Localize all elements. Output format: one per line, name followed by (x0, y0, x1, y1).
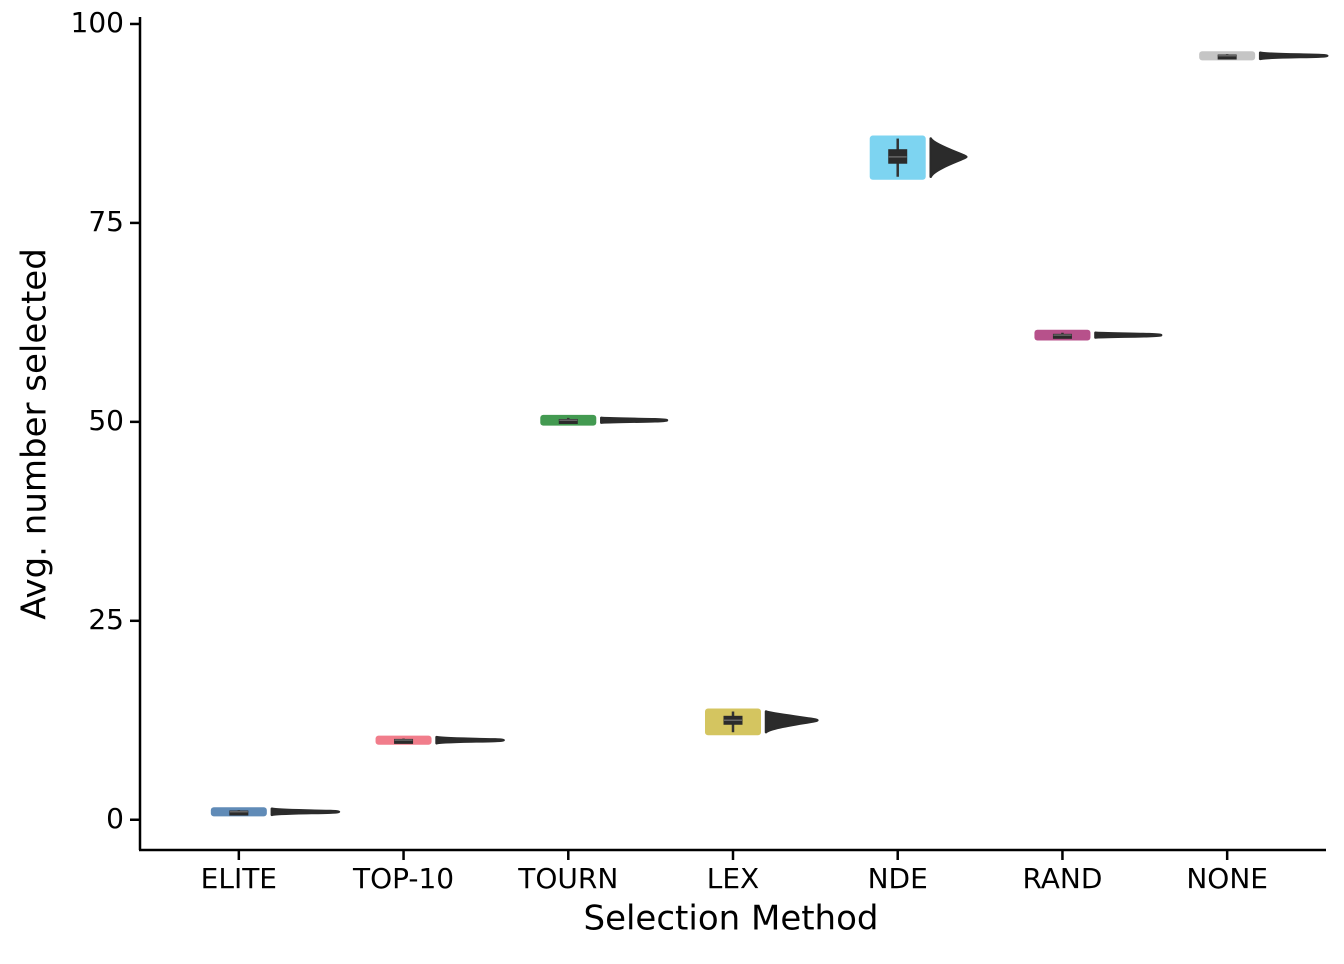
x-axis-label: Selection Method (583, 899, 878, 939)
box (558, 418, 578, 424)
box (394, 738, 414, 744)
x-tick-label: TOP-10 (352, 862, 454, 895)
violin (1258, 51, 1329, 61)
violin (270, 807, 341, 817)
box (229, 810, 249, 816)
x-tick-label: ELITE (201, 862, 277, 895)
y-tick-label: 75 (88, 205, 124, 238)
violin (1094, 331, 1163, 339)
y-axis-label: Avg. number selected (15, 248, 55, 620)
y-tick-label: 0 (106, 802, 124, 835)
box (1052, 333, 1072, 339)
y-tick-label: 100 (71, 6, 124, 39)
y-tick-label: 50 (88, 404, 124, 437)
x-tick-label: RAND (1022, 862, 1102, 895)
violin (600, 416, 669, 424)
x-tick-label: LEX (707, 862, 759, 895)
x-tick-label: NONE (1186, 862, 1268, 895)
x-tick-label: NDE (868, 862, 928, 895)
x-tick-label: TOURN (517, 862, 618, 895)
violin (435, 735, 505, 745)
y-tick-label: 25 (88, 603, 124, 636)
box (1217, 54, 1237, 60)
violin (764, 710, 819, 734)
violin (929, 137, 968, 179)
